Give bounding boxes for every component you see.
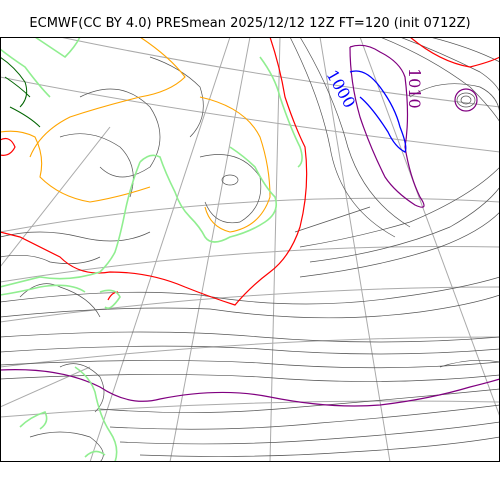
isobar-1010 <box>0 44 500 407</box>
graticule <box>0 37 500 462</box>
coastline <box>0 37 303 462</box>
map-background <box>0 37 500 462</box>
latitude-line <box>0 197 500 233</box>
isobar-1000 <box>349 70 407 153</box>
isobar-label-1010: 1010 <box>405 68 424 109</box>
meridian-line <box>319 37 391 462</box>
isobars-orange <box>0 37 271 233</box>
meridian-line <box>169 37 251 462</box>
isobars-dark-green <box>0 56 41 128</box>
latitude-line <box>0 245 500 283</box>
meridian-line <box>269 37 281 462</box>
meridian-line <box>359 37 500 418</box>
isobar-1020 <box>0 37 500 306</box>
weather-map: 1000 1010 <box>0 37 500 462</box>
latitude-line <box>0 400 500 418</box>
map-canvas: 1000 1010 <box>0 37 500 462</box>
latitude-line <box>59 37 500 108</box>
latitude-line <box>0 76 500 153</box>
latitude-line <box>0 286 500 323</box>
chart-title: ECMWF(CC BY 4.0) PRESmean 2025/12/12 12Z… <box>29 16 471 31</box>
meridian-line <box>0 126 111 268</box>
meridian-line <box>89 37 231 462</box>
meridian-line <box>0 366 91 408</box>
latitude-line <box>0 336 500 368</box>
